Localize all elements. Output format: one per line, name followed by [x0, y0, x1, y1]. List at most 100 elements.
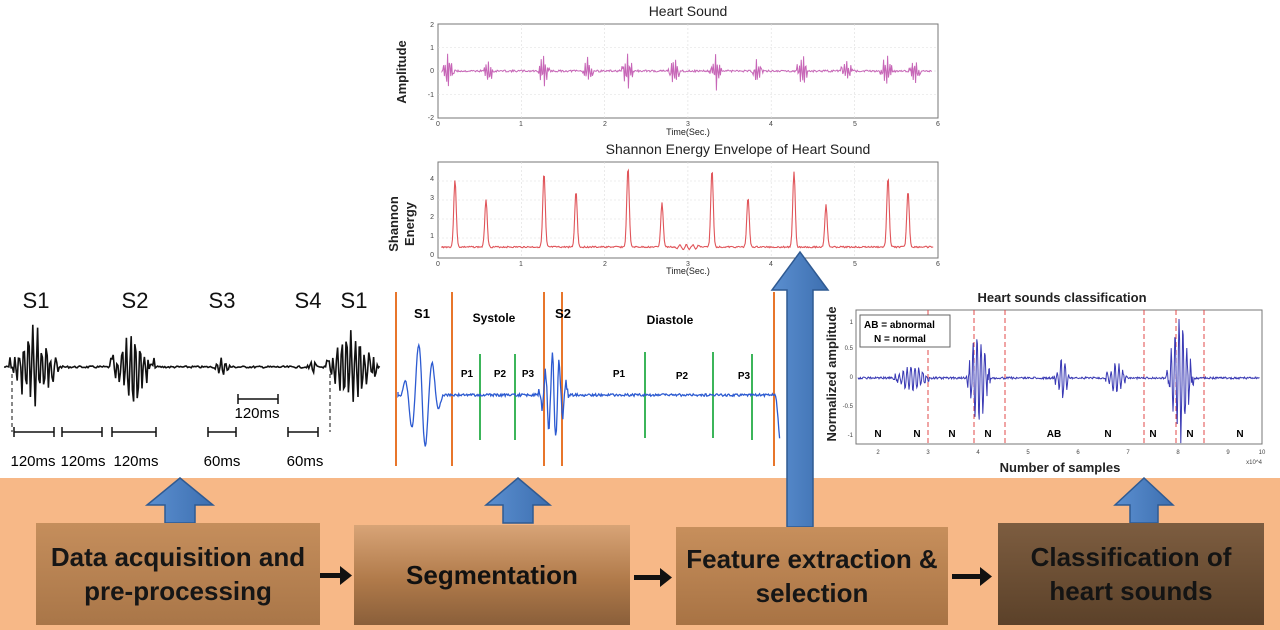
interval-label: 60ms [204, 453, 241, 470]
up-arrow-classification [1113, 476, 1175, 524]
phase-label: P2 [676, 371, 689, 382]
s3-label: S3 [209, 288, 236, 313]
svg-text:2: 2 [603, 121, 607, 128]
s2-label: S2 [122, 288, 149, 313]
heart-sound-plot: Heart Sound Amplitude 2 1 0 -1 -2 0 1 2 … [392, 0, 952, 138]
y-axis-label: Normalized amplitude [824, 306, 839, 441]
svg-text:-1: -1 [848, 433, 854, 439]
interval-label: 120ms [60, 453, 105, 470]
region-label: AB [1047, 429, 1061, 440]
up-arrow-feature-extraction [770, 250, 830, 528]
svg-text:4: 4 [769, 121, 773, 128]
s1-label: S1 [23, 288, 50, 313]
right-arrow [320, 566, 352, 585]
shannon-energy-plot: Shannon Energy Envelope of Heart Sound S… [380, 138, 952, 280]
interval-label: 120ms [234, 405, 279, 422]
step-feature-extraction: Feature extraction & selection [676, 527, 948, 625]
svg-text:-0.5: -0.5 [843, 404, 854, 410]
svg-text:2: 2 [603, 261, 607, 268]
step-classification: Classification of heart sounds [998, 523, 1264, 625]
svg-text:3: 3 [926, 450, 930, 456]
systole-label: Systole [473, 311, 516, 325]
legend-n: N = normal [874, 334, 926, 345]
region-label: N [1186, 429, 1193, 440]
right-arrow [952, 567, 992, 586]
region-label: N [1149, 429, 1156, 440]
y-axis-label: Energy [402, 201, 417, 246]
right-arrow [634, 568, 672, 587]
region-label: N [948, 429, 955, 440]
svg-text:5: 5 [1026, 450, 1030, 456]
svg-text:9: 9 [1226, 450, 1230, 456]
interval-label: 120ms [10, 453, 55, 470]
step-data-acquisition: Data acquisition and pre-processing [36, 523, 320, 625]
phase-label: P2 [494, 369, 507, 380]
svg-text:-1: -1 [428, 92, 434, 99]
plot-title: Shannon Energy Envelope of Heart Sound [606, 141, 871, 157]
up-arrow-acquisition [144, 477, 216, 524]
svg-text:6: 6 [936, 121, 940, 128]
heart-sound-trace [3, 324, 381, 407]
plot-title: Heart sounds classification [977, 290, 1146, 305]
interval-label: 60ms [287, 453, 324, 470]
interval-bars [13, 394, 319, 437]
svg-text:0: 0 [430, 68, 434, 75]
svg-text:1: 1 [519, 121, 523, 128]
svg-text:1: 1 [430, 45, 434, 52]
svg-text:6: 6 [936, 261, 940, 268]
region-label: N [1236, 429, 1243, 440]
legend-ab: AB = abnormal [864, 320, 935, 331]
svg-text:1: 1 [430, 233, 434, 240]
region-label: N [1104, 429, 1111, 440]
svg-text:4: 4 [769, 261, 773, 268]
legend-box [859, 314, 951, 348]
s4-label: S4 [295, 288, 322, 313]
svg-text:3: 3 [686, 261, 690, 268]
plot-title: Heart Sound [649, 3, 728, 19]
svg-text:0: 0 [430, 252, 434, 259]
svg-text:0: 0 [436, 121, 440, 128]
interval-label: 120ms [113, 453, 158, 470]
segmentation-plot: S1 Systole S2 Diastole P1 P2 P3 P1 P2 P3 [388, 282, 788, 472]
segmented-signal [397, 342, 781, 447]
svg-text:2: 2 [430, 22, 434, 29]
up-arrow-segmentation [483, 477, 553, 524]
step-segmentation: Segmentation [354, 525, 630, 625]
s2-segment-label: S2 [555, 306, 571, 321]
phase-label: P3 [522, 369, 535, 380]
x-exponent: x10^4 [1246, 460, 1262, 466]
phase-label: P1 [613, 369, 626, 380]
x-axis-label: Time(Sec.) [666, 266, 710, 276]
svg-text:3: 3 [430, 195, 434, 202]
svg-text:3: 3 [686, 121, 690, 128]
diastole-label: Diastole [647, 313, 694, 327]
svg-text:0: 0 [436, 261, 440, 268]
s1-segment-label: S1 [414, 306, 430, 321]
y-axis-label: Shannon [386, 196, 401, 252]
svg-text:0.5: 0.5 [845, 346, 854, 352]
svg-text:-2: -2 [428, 115, 434, 122]
svg-text:7: 7 [1126, 450, 1130, 456]
classification-plot: Heart sounds classification Normalized a… [822, 284, 1272, 476]
svg-text:6: 6 [1076, 450, 1080, 456]
svg-text:4: 4 [976, 450, 980, 456]
phase-label: P1 [461, 369, 474, 380]
classified-signal [857, 318, 1260, 444]
x-axis-label: Number of samples [1000, 460, 1121, 475]
x-axis-label: Time(Sec.) [666, 127, 710, 137]
region-label: N [913, 429, 920, 440]
svg-text:1: 1 [519, 261, 523, 268]
s1-repeat-label: S1 [341, 288, 368, 313]
shannon-energy-envelope [441, 168, 934, 251]
svg-text:5: 5 [853, 121, 857, 128]
svg-text:0: 0 [850, 375, 854, 381]
svg-text:5: 5 [853, 261, 857, 268]
y-axis-label: Amplitude [394, 40, 409, 104]
svg-text:1: 1 [850, 320, 854, 326]
region-label: N [984, 429, 991, 440]
heart-sound-signal [441, 53, 932, 91]
phase-label: P3 [738, 371, 751, 382]
svg-text:2: 2 [430, 214, 434, 221]
heart-sound-waveform-panel: S1 S2 S3 S4 S1 120ms 120ms 120ms 60ms 60… [0, 282, 385, 478]
